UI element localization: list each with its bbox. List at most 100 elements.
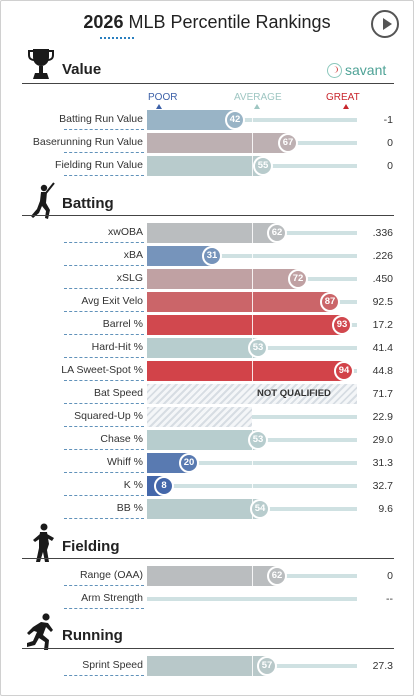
percentile-badge: 54 xyxy=(250,499,270,519)
metric-value: .450 xyxy=(372,273,393,285)
metric-row-la-sweet-spot-pct[interactable]: LA Sweet-Spot % 94 44.8 xyxy=(0,361,414,381)
metric-value: 9.6 xyxy=(378,503,393,515)
section-title-fielding: Fielding xyxy=(62,538,120,555)
metric-label: Sprint Speed xyxy=(82,659,143,671)
batter-icon xyxy=(31,182,55,219)
metric-label: xSLG xyxy=(116,272,143,284)
unranked-bar xyxy=(147,407,252,427)
average-line xyxy=(252,656,253,676)
average-line xyxy=(252,246,253,266)
metric-value: 0 xyxy=(387,160,393,172)
percentile-bar xyxy=(147,156,263,176)
metric-value: 27.3 xyxy=(372,660,393,672)
row-divider xyxy=(64,585,144,586)
savant-logo[interactable]: savant xyxy=(327,61,386,79)
row-divider xyxy=(64,608,144,609)
metric-row-arm-strength[interactable]: Arm Strength -- xyxy=(0,589,414,609)
average-line xyxy=(252,133,253,153)
percentile-bar xyxy=(147,499,260,519)
average-line xyxy=(252,223,253,243)
average-line xyxy=(252,292,253,312)
average-line xyxy=(252,110,253,130)
metric-label: xBA xyxy=(123,249,143,261)
row-divider xyxy=(64,152,144,153)
percentile-bar xyxy=(147,361,344,381)
metric-value: 0 xyxy=(387,137,393,149)
percentile-bar xyxy=(147,269,298,289)
metric-value: 17.2 xyxy=(372,319,393,331)
metric-label: Chase % xyxy=(100,433,143,445)
metric-row-xslg[interactable]: xSLG 72 .450 xyxy=(0,269,414,289)
metric-label: Whiff % xyxy=(107,456,143,468)
metric-row-bb-pct[interactable]: BB % 54 9.6 xyxy=(0,499,414,519)
percentile-badge: 67 xyxy=(278,133,298,153)
metric-value: -- xyxy=(386,593,393,605)
average-line xyxy=(252,566,253,586)
percentile-bar xyxy=(147,110,235,130)
percentile-badge: 72 xyxy=(288,269,308,289)
metric-value: 29.0 xyxy=(372,434,393,446)
percentile-track xyxy=(147,415,357,419)
scale-average-label: AVERAGE xyxy=(234,92,282,103)
row-divider xyxy=(64,518,144,519)
average-line xyxy=(252,476,253,496)
metric-row-avg-exit-velo[interactable]: Avg Exit Velo 87 92.5 xyxy=(0,292,414,312)
metric-value: .336 xyxy=(372,227,393,239)
title-year: 2026 xyxy=(83,12,124,32)
page-title: 2026 MLB Percentile Rankings xyxy=(0,12,414,33)
metric-row-baserunning-run-value[interactable]: Baserunning Run Value 67 0 xyxy=(0,133,414,153)
metric-row-bat-speed[interactable]: Bat Speed NOT QUALIFIED 71.7 xyxy=(0,384,414,404)
metric-row-barrel-pct[interactable]: Barrel % 93 17.2 xyxy=(0,315,414,335)
metric-row-sprint-speed[interactable]: Sprint Speed 57 27.3 xyxy=(0,656,414,676)
metric-row-xba[interactable]: xBA 31 .226 xyxy=(0,246,414,266)
metric-label: Bat Speed xyxy=(93,387,143,399)
metric-label: LA Sweet-Spot % xyxy=(61,364,143,376)
percentile-bar xyxy=(147,430,258,450)
percentile-badge: 20 xyxy=(179,453,199,473)
metric-label: Arm Strength xyxy=(81,592,143,604)
metric-label: Fielding Run Value xyxy=(55,159,143,171)
metric-row-k-pct[interactable]: K % 8 32.7 xyxy=(0,476,414,496)
metric-label: Baserunning Run Value xyxy=(32,136,143,148)
title-underline xyxy=(100,37,134,39)
metric-label: xwOBA xyxy=(107,226,143,238)
row-divider xyxy=(64,675,144,676)
section-divider xyxy=(22,558,394,559)
row-divider xyxy=(64,242,144,243)
percentile-badge: 42 xyxy=(225,110,245,130)
row-divider xyxy=(64,426,144,427)
trophy-icon xyxy=(28,49,54,79)
row-divider xyxy=(64,265,144,266)
average-line xyxy=(252,315,253,335)
savant-text: savant xyxy=(345,62,387,78)
row-divider xyxy=(64,472,144,473)
metric-row-chase-pct[interactable]: Chase % 53 29.0 xyxy=(0,430,414,450)
metric-value: 71.7 xyxy=(372,388,393,400)
section-title-batting: Batting xyxy=(62,195,114,212)
percentile-badge: 62 xyxy=(267,223,287,243)
section-divider xyxy=(22,83,394,84)
metric-label: Range (OAA) xyxy=(79,569,143,581)
percentile-badge: 87 xyxy=(320,292,340,312)
metric-value: 92.5 xyxy=(372,296,393,308)
row-divider xyxy=(64,495,144,496)
metric-row-whiff-pct[interactable]: Whiff % 20 31.3 xyxy=(0,453,414,473)
section-title-value: Value xyxy=(62,61,102,78)
metric-label: Batting Run Value xyxy=(59,113,143,125)
row-divider xyxy=(64,449,144,450)
metric-row-squared-up-pct[interactable]: Squared-Up % 22.9 xyxy=(0,407,414,427)
metric-row-range-oaa[interactable]: Range (OAA) 62 0 xyxy=(0,566,414,586)
metric-value: 32.7 xyxy=(372,480,393,492)
percentile-bar xyxy=(147,223,277,243)
metric-label: Hard-Hit % xyxy=(91,341,143,353)
percentile-badge: 93 xyxy=(332,315,352,335)
metric-row-batting-run-value[interactable]: Batting Run Value 42 -1 xyxy=(0,110,414,130)
section-title-running: Running xyxy=(62,627,123,644)
play-button[interactable] xyxy=(371,10,399,38)
metric-row-hard-hit-pct[interactable]: Hard-Hit % 53 41.4 xyxy=(0,338,414,358)
metric-row-fielding-run-value[interactable]: Fielding Run Value 55 0 xyxy=(0,156,414,176)
metric-row-xwoba[interactable]: xwOBA 62 .336 xyxy=(0,223,414,243)
percentile-track xyxy=(147,597,357,601)
section-divider xyxy=(22,648,394,649)
row-divider xyxy=(64,129,144,130)
